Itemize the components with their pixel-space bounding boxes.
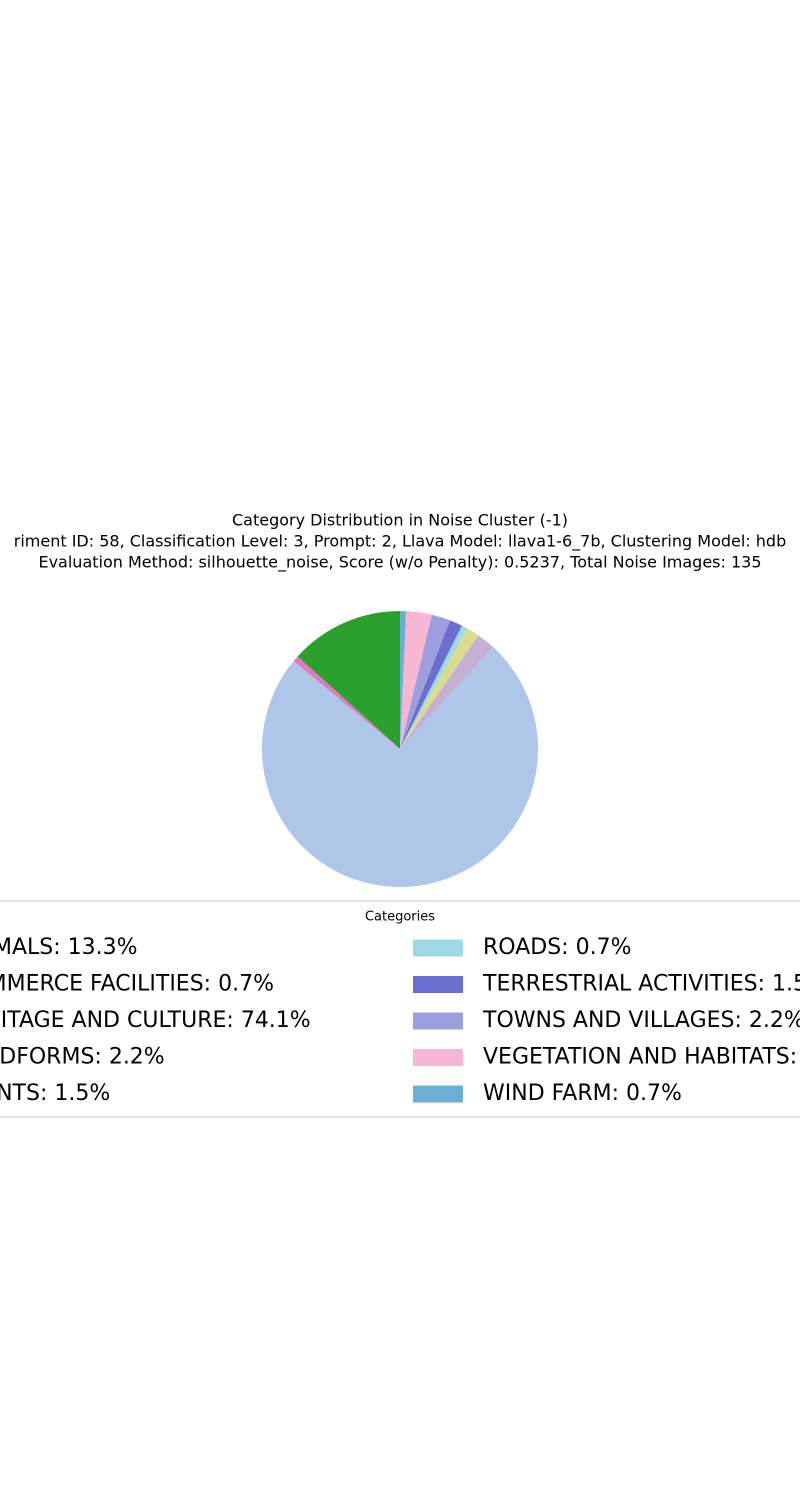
legend-label: ANIMALS: 13.3% xyxy=(0,935,138,960)
legend-label: LANDFORMS: 2.2% xyxy=(0,1045,165,1070)
chart-subtitle: riment ID: 58, Classification Level: 3, … xyxy=(14,532,786,552)
legend-label: TOWNS AND VILLAGES: 2.2% xyxy=(482,1008,800,1033)
pie-slice xyxy=(400,635,494,749)
pie-slice xyxy=(262,647,538,888)
legend-swatch xyxy=(413,1085,463,1103)
pie-slice xyxy=(297,611,400,749)
legend-swatch xyxy=(413,976,463,993)
pie-slice xyxy=(400,625,468,749)
pie-slice xyxy=(400,614,451,749)
legend-label: ROADS: 0.7% xyxy=(483,935,631,960)
legend-label: TERRESTRIAL ACTIVITIES: 1.5% xyxy=(482,972,800,997)
chart-title: Category Distribution in Noise Cluster (… xyxy=(232,511,568,530)
pie-slice xyxy=(293,656,400,749)
pie-slice xyxy=(400,628,479,749)
legend-label: WIND FARM: 0.7% xyxy=(483,1081,682,1106)
legend-label: PLANTS: 1.5% xyxy=(0,1081,110,1106)
pie-slice xyxy=(400,620,462,749)
chart-subtitle: Evaluation Method: silhouette_noise, Sco… xyxy=(38,553,761,573)
legend-label: HERITAGE AND CULTURE: 74.1% xyxy=(0,1008,311,1033)
legend-title: Categories xyxy=(365,910,435,925)
legend-label: COMMERCE FACILITIES: 0.7% xyxy=(0,972,274,997)
legend-swatch xyxy=(413,1049,463,1066)
pie-slice xyxy=(400,611,407,749)
pie-slice xyxy=(400,611,432,749)
legend-swatch xyxy=(413,1012,463,1030)
legend-swatch xyxy=(413,939,463,957)
legend-label: VEGETATION AND HABITATS: 3.0% xyxy=(483,1045,800,1070)
